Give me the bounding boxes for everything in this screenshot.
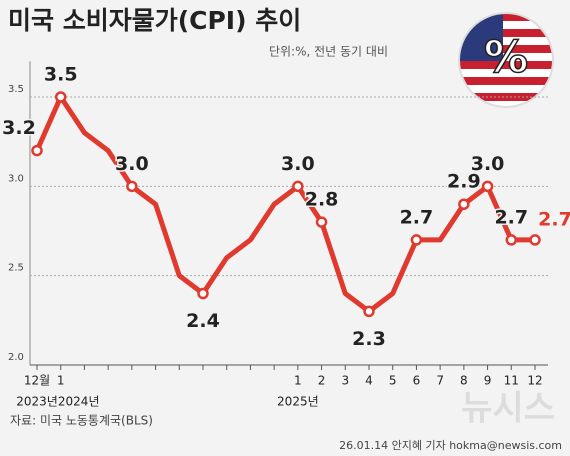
point: [54, 91, 67, 103]
value-label: 2.7: [494, 206, 528, 228]
value-label: 2.7: [538, 208, 570, 230]
y-tick-label: 3.0: [8, 173, 24, 184]
value-label: 2.4: [186, 310, 220, 332]
point: [292, 180, 304, 193]
chart-title: 미국 소비자물가(CPI) 추이: [8, 6, 301, 35]
y-tick-label: 2.5: [8, 263, 24, 274]
value-label: 2.3: [352, 328, 386, 350]
x-tick-label: 7: [436, 374, 444, 388]
value-label: 3.0: [281, 153, 315, 175]
value-label: 2.8: [305, 189, 339, 211]
point: [315, 216, 328, 228]
x-tick-label: 8: [460, 374, 468, 388]
point: [197, 287, 209, 300]
value-label: 2.9: [447, 171, 481, 193]
value-label: 3.0: [471, 153, 505, 175]
line: [34, 94, 535, 314]
point: [410, 234, 423, 246]
x-tick-label: 3: [341, 374, 349, 388]
value-label: 3.0: [115, 153, 149, 175]
x-tick-label: 1: [294, 374, 302, 388]
point: [481, 180, 494, 193]
credit: 26.01.14 안지혜 기자 hokma@newsis.com: [339, 439, 562, 452]
point: [529, 234, 541, 246]
value-label: 3.5: [44, 64, 78, 86]
x-tick-label: 4: [365, 374, 373, 388]
point: [505, 234, 518, 246]
x-tick-label: 1: [57, 374, 65, 388]
value-label: 3.2: [2, 117, 36, 139]
x-tick-label: 11: [504, 374, 519, 388]
x-tick-label: 2: [318, 374, 326, 388]
y-tick-label: 3.5: [8, 84, 24, 95]
x-tick-label: 5: [389, 374, 397, 388]
x-tick-label: 9: [484, 374, 492, 388]
source: 자료: 미국 노동통계국(BLS): [10, 414, 153, 428]
point: [31, 144, 43, 157]
subtitle: 단위:%, 전년 동기 대비: [269, 45, 388, 59]
point: [363, 305, 375, 318]
watermark: 뉴시스: [461, 389, 555, 429]
flag-icon: [458, 12, 554, 108]
x-tick-label: 12: [527, 374, 542, 388]
y-tick-label: 2.0: [8, 352, 24, 363]
point: [458, 198, 470, 210]
x-tick-label: 6: [413, 374, 421, 388]
year-label: 2024년: [58, 395, 100, 409]
year-label: 2023년: [16, 395, 58, 409]
x-tick-label: 12월: [24, 374, 50, 388]
icon-text: %: [484, 32, 528, 83]
year-label: 2025년: [277, 395, 319, 409]
value-label: 2.7: [400, 206, 434, 228]
point: [126, 180, 138, 193]
